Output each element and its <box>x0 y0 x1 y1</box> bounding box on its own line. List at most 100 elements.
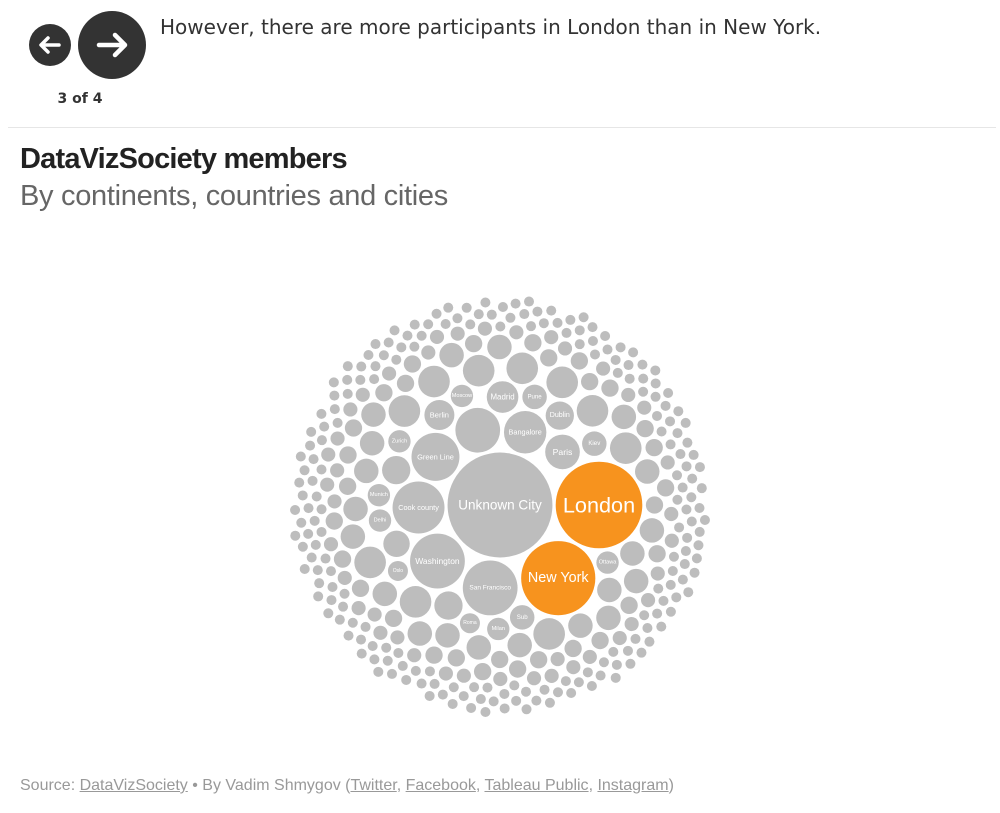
bubble <box>438 666 453 681</box>
bubble <box>545 434 580 470</box>
bubble <box>455 407 501 453</box>
bubble <box>638 386 649 397</box>
bubble <box>458 691 469 702</box>
bubble <box>355 374 366 385</box>
bubble <box>595 670 606 681</box>
bubble-label: London <box>563 493 635 518</box>
bubble <box>493 671 508 687</box>
bubble <box>566 687 577 698</box>
bubble <box>561 327 572 338</box>
bubble <box>407 621 433 646</box>
bubble <box>424 399 455 430</box>
bubble <box>612 630 627 646</box>
bubble <box>597 577 622 603</box>
bubble-label: Unknown City <box>458 498 542 513</box>
source-link[interactable]: Twitter <box>350 777 397 794</box>
source-link[interactable]: Tableau Public <box>484 777 589 794</box>
bubble <box>373 625 388 640</box>
bubble-label: Ottawa <box>599 560 618 566</box>
bubble <box>487 334 512 360</box>
bubble <box>351 601 366 616</box>
bubble <box>681 461 692 472</box>
bubble <box>576 395 609 427</box>
bubble <box>630 633 641 644</box>
bubble <box>687 473 698 484</box>
bubble <box>610 354 621 365</box>
bubble <box>299 564 310 575</box>
bubble <box>473 309 484 320</box>
bubble <box>524 296 535 307</box>
bubble <box>645 496 664 514</box>
bubble <box>636 647 647 658</box>
bubble <box>491 650 509 669</box>
bubble <box>522 384 547 410</box>
bubble <box>623 568 649 594</box>
source-text: , <box>588 777 598 794</box>
bubble-label: Pune <box>527 393 542 400</box>
bubble <box>510 298 521 309</box>
bubble <box>450 384 474 408</box>
bubble <box>480 706 491 717</box>
bubble <box>338 477 357 495</box>
bubble <box>447 452 553 558</box>
bubble <box>677 482 688 493</box>
source-link[interactable]: DataVizSociety <box>79 777 188 794</box>
bubble-label: Paris <box>553 447 573 457</box>
bubble <box>327 582 338 593</box>
bubble <box>299 465 310 476</box>
bubble <box>316 504 327 515</box>
bubble <box>694 462 705 473</box>
bubble <box>532 306 543 317</box>
bubble <box>524 334 542 352</box>
bubble <box>361 402 386 427</box>
bubble <box>450 326 465 341</box>
bubble <box>624 373 635 384</box>
bubble <box>340 524 366 549</box>
bubble <box>323 608 334 619</box>
bubble <box>329 390 340 401</box>
bubble <box>308 454 319 465</box>
source-text: • By Vadim Shmygov ( <box>187 777 351 794</box>
divider <box>8 127 996 128</box>
bubble <box>424 690 435 701</box>
bubble <box>610 672 621 683</box>
bubble <box>653 583 664 594</box>
bubble <box>363 350 374 361</box>
bubble <box>356 634 367 645</box>
bubble <box>316 408 327 419</box>
bubble <box>319 421 330 432</box>
bubble <box>645 438 663 457</box>
bubble <box>399 586 432 618</box>
bubble <box>389 325 400 336</box>
bubble <box>615 342 626 353</box>
bubble <box>382 655 393 666</box>
chart-subtitle: By continents, countries and cities <box>20 180 448 212</box>
bubble <box>665 416 676 427</box>
bubble <box>396 342 407 353</box>
bubble <box>368 509 392 532</box>
bubble <box>429 329 445 344</box>
bubble <box>560 676 571 687</box>
bubble <box>677 574 688 585</box>
bubble <box>656 479 675 497</box>
bubble <box>497 302 508 313</box>
bubble <box>466 702 477 713</box>
bubble <box>373 666 384 677</box>
bubble <box>582 431 607 456</box>
bubble <box>689 567 700 578</box>
source-link[interactable]: Instagram <box>597 777 669 794</box>
bubble <box>672 470 683 481</box>
bubble <box>437 689 448 700</box>
bubble <box>388 395 421 427</box>
bubble <box>391 354 402 365</box>
prev-button[interactable] <box>29 24 71 66</box>
bubble <box>694 526 705 537</box>
next-button[interactable] <box>78 11 146 79</box>
bubble <box>621 387 636 403</box>
bubble <box>552 687 563 698</box>
bubble <box>639 518 665 543</box>
bubble <box>452 313 463 324</box>
bubble <box>354 458 379 484</box>
source-link[interactable]: Facebook <box>405 777 476 794</box>
bubble-label: Berlin <box>430 410 449 419</box>
